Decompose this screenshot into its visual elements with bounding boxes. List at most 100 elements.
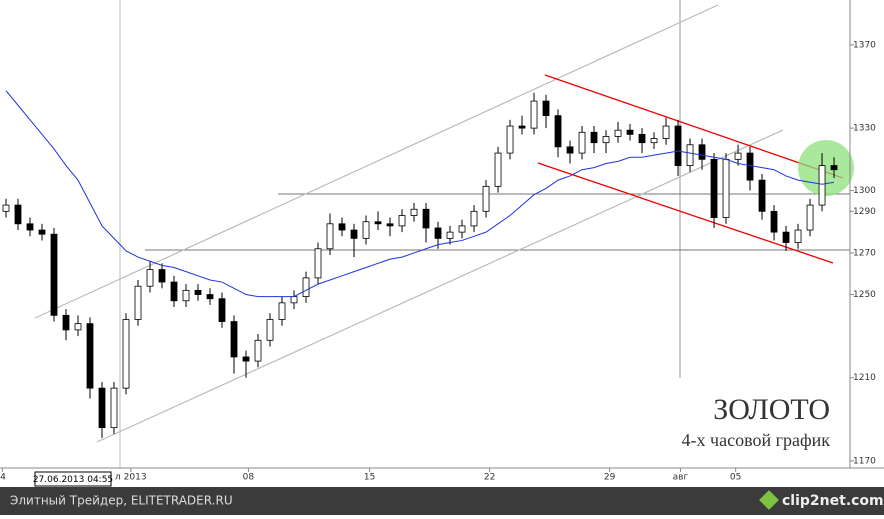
candle-body	[446, 231, 454, 239]
candle-body	[734, 152, 742, 160]
channel-line	[96, 129, 784, 443]
x-tick-label: авг	[673, 473, 689, 483]
candle-body	[122, 319, 130, 389]
candle-body	[338, 223, 346, 231]
channel-line	[34, 4, 719, 319]
candle-body	[266, 319, 274, 341]
candle-body	[782, 231, 790, 243]
candle-body	[170, 281, 178, 302]
candle-body	[146, 269, 154, 287]
annotation: 4-х часовой график	[682, 430, 831, 450]
candle-body	[302, 277, 310, 298]
candle-body	[230, 321, 238, 358]
candle-body	[50, 233, 58, 316]
candle-body	[758, 179, 766, 212]
y-tick-label: 1300	[853, 186, 876, 196]
plot	[2, 90, 838, 439]
candle-body	[518, 125, 526, 129]
candle-body	[422, 208, 430, 229]
candle-body	[134, 285, 142, 320]
candle-body	[326, 223, 334, 250]
candle-body	[290, 296, 298, 304]
candle-body	[410, 208, 418, 216]
candle-body	[182, 289, 190, 302]
logo-icon	[759, 490, 779, 510]
candle-body	[110, 387, 118, 429]
trend-line	[544, 74, 844, 179]
candle-body	[374, 221, 382, 225]
candle-body	[26, 223, 34, 231]
y-tick-label: 1210	[853, 373, 876, 383]
candle-body	[746, 152, 754, 181]
candle-body	[194, 289, 202, 295]
candle-body	[314, 248, 322, 279]
y-tick-label: 1170	[853, 456, 876, 466]
candle-body	[482, 185, 490, 212]
candle-body	[674, 125, 682, 166]
candle-body	[2, 204, 10, 212]
candle-body	[434, 227, 442, 239]
candle-body	[206, 294, 214, 300]
highlight	[798, 140, 854, 196]
trend-line	[537, 162, 834, 264]
candle-body	[530, 100, 538, 129]
candle-body	[554, 115, 562, 148]
candle-body	[38, 229, 46, 235]
y-tick-label: 1270	[853, 248, 876, 258]
candle-body	[350, 229, 358, 239]
candle-body	[770, 210, 778, 233]
candle-body	[698, 144, 706, 160]
candle-body	[590, 131, 598, 144]
x-tick-label: 4	[0, 473, 6, 483]
x-tick-label: л 2013	[115, 473, 147, 483]
candle-body	[62, 314, 70, 331]
moving-average	[5, 90, 835, 298]
candle-body	[218, 298, 226, 322]
annotation: ЗОЛОТО	[713, 393, 830, 426]
candle-body	[722, 158, 730, 218]
candle-body	[506, 125, 514, 154]
candle-body	[686, 144, 694, 166]
candle-body	[794, 229, 802, 243]
candle-body	[470, 210, 478, 227]
candle-body	[542, 100, 550, 117]
candle-body	[818, 165, 826, 206]
candle-body	[578, 131, 586, 154]
candle-body	[86, 323, 94, 389]
candle-body	[710, 158, 718, 218]
candle-body	[626, 129, 634, 135]
y-tick-label: 1330	[853, 124, 876, 134]
candle-body	[254, 339, 262, 362]
candle-body	[278, 302, 286, 320]
cursor-box	[34, 471, 112, 487]
candle-body	[566, 146, 574, 154]
y-tick-label: 1370	[853, 40, 876, 50]
x-tick-label: 29	[604, 473, 616, 483]
x-tick-label: 05	[730, 473, 741, 483]
candle-body	[458, 225, 466, 233]
candle-body	[806, 204, 814, 231]
candle-body	[494, 152, 502, 187]
cursor-label: 27.06.2013 04:55	[33, 475, 113, 485]
candle-body	[830, 165, 838, 171]
candle-body	[662, 125, 670, 139]
footer-left: Элитный Трейдер, ELITETRADER.RU	[10, 494, 233, 508]
footer	[0, 487, 884, 515]
candle-body	[362, 221, 370, 239]
x-tick-label: 22	[484, 473, 495, 483]
y-tick-label: 1290	[853, 207, 876, 217]
candle-body	[74, 323, 82, 331]
footer-right: clip2net.com	[782, 493, 884, 509]
candle-body	[638, 133, 646, 144]
x-tick-label: 08	[243, 473, 255, 483]
candle-body	[98, 387, 106, 429]
x-tick-label: 15	[364, 473, 375, 483]
candle-body	[386, 223, 394, 227]
candle-body	[650, 138, 658, 144]
candle-body	[614, 129, 622, 137]
candle-body	[602, 136, 610, 144]
candle-body	[14, 204, 22, 225]
candle-body	[158, 269, 166, 283]
candle-body	[242, 356, 250, 362]
